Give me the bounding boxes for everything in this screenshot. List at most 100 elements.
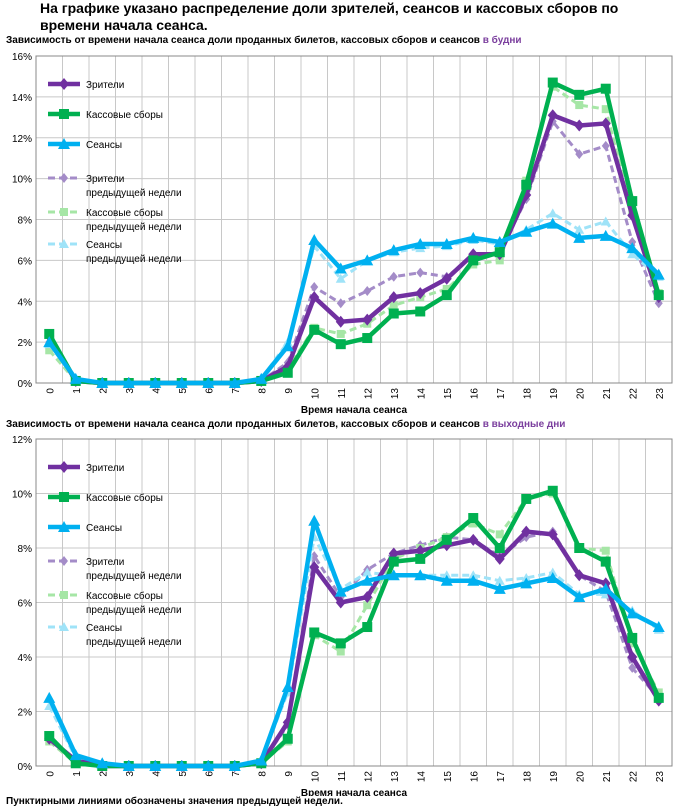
data-point bbox=[547, 485, 558, 496]
data-point bbox=[281, 340, 294, 352]
chart-title-main: Зависимость от времени начала сеанса дол… bbox=[6, 35, 480, 46]
data-point bbox=[335, 339, 346, 350]
data-point bbox=[388, 556, 399, 567]
x-axis-label: Время начала сеанса bbox=[301, 405, 408, 416]
legend-marker bbox=[59, 78, 69, 90]
footnote: Пунктирными линиями обозначены значения … bbox=[6, 796, 343, 807]
data-point bbox=[310, 551, 319, 562]
legend-label: Сеансы bbox=[86, 240, 122, 251]
legend-label: Кассовые сборы bbox=[86, 492, 163, 504]
x-tick-label: 1 bbox=[72, 388, 83, 394]
y-tick-label: 8% bbox=[18, 544, 33, 555]
y-tick-label: 6% bbox=[18, 599, 33, 610]
data-point bbox=[414, 238, 427, 250]
data-point bbox=[467, 574, 480, 586]
data-point bbox=[654, 298, 663, 309]
x-tick-label: 22 bbox=[628, 771, 639, 783]
data-point bbox=[627, 196, 638, 207]
legend-marker bbox=[59, 461, 69, 473]
data-point bbox=[389, 301, 398, 310]
gridlines bbox=[35, 438, 673, 767]
legend-label: Сеансы bbox=[86, 523, 122, 534]
data-point bbox=[493, 235, 506, 247]
data-point bbox=[335, 596, 346, 609]
data-point bbox=[575, 149, 584, 160]
x-tick-label: 16 bbox=[469, 388, 480, 400]
x-tick-label: 0 bbox=[45, 771, 56, 777]
data-point bbox=[495, 256, 504, 265]
data-point bbox=[96, 757, 109, 769]
data-point bbox=[547, 528, 558, 541]
data-point bbox=[149, 377, 162, 388]
series-line bbox=[48, 211, 660, 385]
data-point bbox=[468, 533, 479, 546]
data-point bbox=[573, 231, 586, 243]
legend-marker bbox=[58, 521, 70, 532]
data-point bbox=[442, 284, 451, 293]
data-point bbox=[600, 216, 611, 226]
data-point bbox=[573, 591, 586, 603]
y-tick-label: 16% bbox=[12, 52, 32, 63]
data-point bbox=[175, 377, 188, 388]
y-tick-label: 12% bbox=[12, 134, 32, 145]
data-point bbox=[653, 290, 664, 301]
data-point bbox=[335, 315, 346, 328]
data-point bbox=[387, 569, 400, 581]
legend-label: Кассовые сборы bbox=[86, 109, 163, 121]
data-point bbox=[628, 662, 637, 673]
data-point bbox=[362, 567, 373, 577]
legend: Зрители Кассовые сборы Сеансы Зрители предыд… bbox=[48, 78, 182, 265]
plot-frame bbox=[35, 55, 673, 384]
data-point bbox=[495, 530, 504, 539]
legend-label: Кассовые сборы bbox=[86, 207, 163, 219]
data-point bbox=[70, 758, 81, 769]
x-tick-label: 12 bbox=[363, 388, 374, 400]
data-point bbox=[493, 582, 506, 594]
data-point bbox=[574, 89, 585, 100]
x-tick-label: 7 bbox=[231, 771, 242, 777]
data-point bbox=[362, 591, 373, 604]
legend-marker bbox=[59, 239, 69, 248]
legend-label: предыдущей недели bbox=[86, 571, 182, 582]
x-tick-label: 1 bbox=[72, 771, 83, 777]
x-tick-label: 16 bbox=[469, 771, 480, 783]
x-tick-label: 9 bbox=[284, 388, 295, 394]
data-point bbox=[310, 281, 319, 292]
legend-marker bbox=[59, 109, 69, 119]
data-point bbox=[600, 556, 611, 567]
data-point bbox=[362, 313, 373, 326]
legend-label: предыдущей недели bbox=[86, 188, 182, 199]
x-tick-label: 8 bbox=[257, 771, 268, 777]
x-tick-label: 11 bbox=[337, 388, 348, 399]
x-tick-label: 5 bbox=[178, 388, 189, 394]
x-tick-label: 20 bbox=[575, 388, 586, 400]
plot-frame bbox=[35, 438, 673, 767]
data-point bbox=[547, 208, 558, 218]
series-3 bbox=[43, 217, 665, 388]
data-point bbox=[440, 574, 453, 586]
data-point bbox=[546, 571, 559, 583]
data-point bbox=[416, 267, 425, 278]
data-point bbox=[202, 377, 215, 388]
data-point bbox=[441, 272, 452, 285]
x-tick-label: 23 bbox=[655, 771, 666, 783]
data-point bbox=[601, 105, 610, 114]
data-point bbox=[282, 733, 293, 744]
x-tick-label: 23 bbox=[655, 388, 666, 400]
data-point bbox=[494, 575, 505, 585]
data-point bbox=[627, 632, 638, 643]
legend-marker bbox=[58, 138, 70, 149]
data-point bbox=[627, 651, 638, 663]
data-point bbox=[546, 217, 559, 229]
x-tick-label: 6 bbox=[204, 388, 215, 394]
legend-label: Зрители bbox=[86, 557, 124, 568]
chart-weekends: 0%2%4%6%8%10%12%0 1 2 3 4 5 6 7 8 9 10 11 12 13 14 15 16… bbox=[12, 435, 673, 796]
chart-title-weekends: Зависимость от времени начала сеанса дол… bbox=[6, 419, 565, 430]
x-tick-label: 21 bbox=[602, 388, 613, 400]
data-point bbox=[415, 306, 426, 317]
x-tick-label: 12 bbox=[363, 771, 374, 783]
chart-weekdays: 0%2%4%6%8%10%12%14%16%0 1 2 3 4 5 6 7 8 9 10 11 12 13… bbox=[12, 52, 673, 416]
legend-label: Зрители bbox=[86, 463, 124, 474]
legend-label: Кассовые сборы bbox=[86, 590, 163, 602]
data-point bbox=[282, 716, 293, 729]
